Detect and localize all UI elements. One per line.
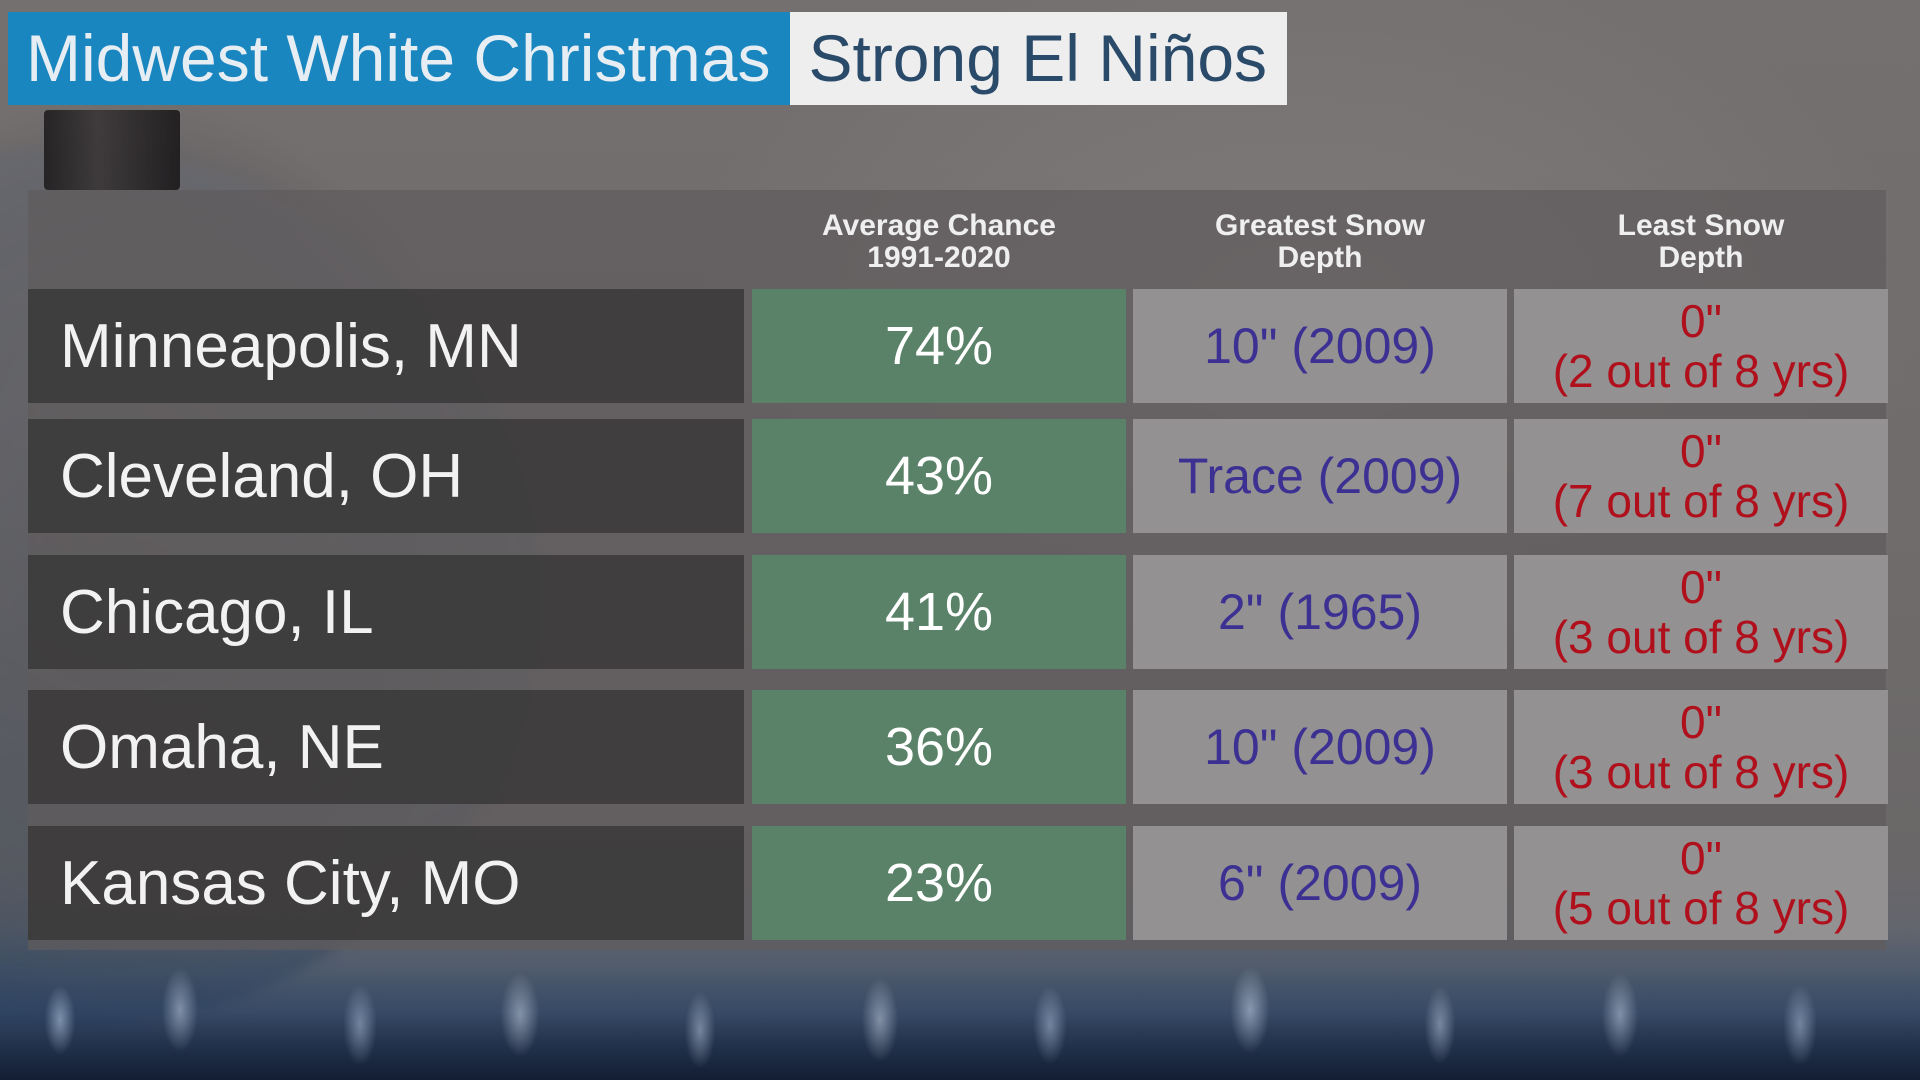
city-cell: Chicago, IL	[28, 555, 744, 669]
least-snow-depth-cell: 0" (7 out of 8 yrs)	[1514, 419, 1888, 533]
least-snow-depth-cell: 0" (3 out of 8 yrs)	[1514, 555, 1888, 669]
table-row: Omaha, NE 36% 10" (2009) 0" (3 out of 8 …	[28, 690, 1888, 804]
average-chance-cell: 43%	[752, 419, 1126, 533]
title-bar: Midwest White Christmas Strong El Niños	[8, 12, 1288, 105]
table-row: Kansas City, MO 23% 6" (2009) 0" (5 out …	[28, 826, 1888, 940]
greatest-snow-depth-cell: 6" (2009)	[1133, 826, 1507, 940]
column-header-least-snow-depth: Least Snow Depth	[1617, 209, 1785, 274]
least-depth-value: 0"	[1680, 295, 1722, 347]
average-chance-cell: 41%	[752, 555, 1126, 669]
least-depth-frequency: (5 out of 8 yrs)	[1552, 882, 1850, 934]
table-row: Chicago, IL 41% 2" (1965) 0" (3 out of 8…	[28, 555, 1888, 669]
least-snow-depth-cell: 0" (3 out of 8 yrs)	[1514, 690, 1888, 804]
column-header-greatest-snow-depth: Greatest Snow Depth	[1214, 209, 1426, 274]
column-header-average-chance: Average Chance 1991-2020	[822, 209, 1056, 274]
data-table: Average Chance 1991-2020 Greatest Snow D…	[28, 190, 1888, 950]
least-depth-frequency: (2 out of 8 yrs)	[1552, 345, 1850, 397]
city-cell: Minneapolis, MN	[28, 289, 744, 403]
table-header-row: Average Chance 1991-2020 Greatest Snow D…	[28, 190, 1886, 286]
least-depth-value: 0"	[1680, 832, 1722, 884]
average-chance-cell: 23%	[752, 826, 1126, 940]
city-cell: Cleveland, OH	[28, 419, 744, 533]
page-subtitle: Strong El Niños	[790, 12, 1288, 105]
least-depth-frequency: (7 out of 8 yrs)	[1552, 475, 1850, 527]
greatest-snow-depth-cell: 10" (2009)	[1133, 690, 1507, 804]
least-depth-value: 0"	[1680, 561, 1722, 613]
table-row: Cleveland, OH 43% Trace (2009) 0" (7 out…	[28, 419, 1888, 533]
ornament-cap-background	[44, 110, 180, 190]
least-depth-value: 0"	[1680, 696, 1722, 748]
city-cell: Omaha, NE	[28, 690, 744, 804]
page-title: Midwest White Christmas	[8, 12, 791, 105]
greatest-snow-depth-cell: Trace (2009)	[1133, 419, 1507, 533]
least-depth-frequency: (3 out of 8 yrs)	[1552, 611, 1850, 663]
least-depth-frequency: (3 out of 8 yrs)	[1552, 746, 1850, 798]
least-snow-depth-cell: 0" (2 out of 8 yrs)	[1514, 289, 1888, 403]
table-row: Minneapolis, MN 74% 10" (2009) 0" (2 out…	[28, 289, 1888, 403]
bokeh-background	[0, 930, 1920, 1080]
city-cell: Kansas City, MO	[28, 826, 744, 940]
least-snow-depth-cell: 0" (5 out of 8 yrs)	[1514, 826, 1888, 940]
average-chance-cell: 74%	[752, 289, 1126, 403]
greatest-snow-depth-cell: 2" (1965)	[1133, 555, 1507, 669]
average-chance-cell: 36%	[752, 690, 1126, 804]
least-depth-value: 0"	[1680, 425, 1722, 477]
greatest-snow-depth-cell: 10" (2009)	[1133, 289, 1507, 403]
